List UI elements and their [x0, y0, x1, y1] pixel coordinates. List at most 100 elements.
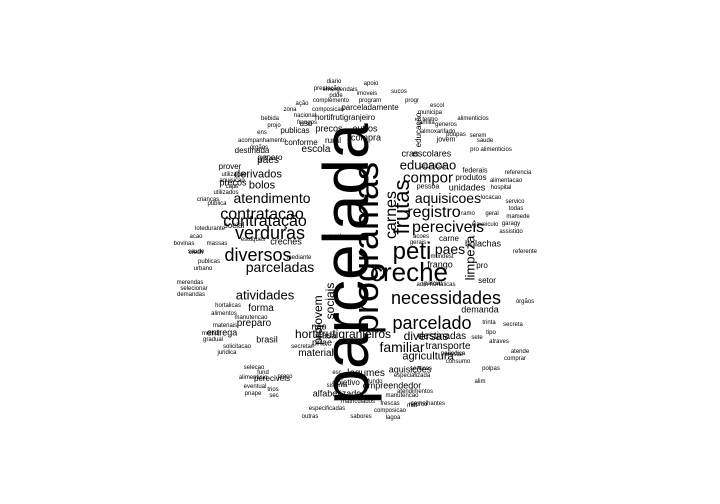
cloud-word: destinada — [234, 146, 270, 155]
cloud-word: todas — [508, 206, 524, 212]
cloud-word: secretar — [291, 344, 313, 350]
cloud-word: comprar — [503, 356, 527, 362]
cloud-word: almoxarifado — [420, 129, 456, 135]
cloud-word: lagoa — [385, 415, 401, 421]
cloud-word: alfabetizado — [312, 388, 362, 399]
cloud-word: conforme — [284, 138, 318, 147]
cloud-word: nao — [311, 321, 327, 332]
cloud-word: atendimentos — [396, 389, 434, 395]
cloud-word: compra — [350, 132, 382, 143]
cloud-word: entrega — [206, 327, 238, 338]
cloud-word: acompanhamento — [237, 138, 287, 144]
cloud-word: compor — [402, 169, 454, 187]
cloud-word: pdde — [329, 93, 343, 99]
cloud-word: órgãos — [515, 299, 535, 305]
cloud-word: crianças — [196, 197, 220, 203]
cloud-word: frango — [427, 259, 453, 270]
cloud-word: especificadas — [308, 406, 346, 412]
cloud-word: massas — [206, 241, 228, 247]
cloud-word: fund — [257, 370, 269, 376]
cloud-word: poupas — [446, 132, 466, 138]
cloud-word: aquisições — [388, 364, 432, 375]
cloud-word: especializada — [393, 373, 431, 379]
cloud-word: mamede — [506, 214, 530, 220]
cloud-word: sec — [269, 393, 279, 399]
cloud-word: precos — [315, 123, 343, 134]
cloud-word: alimenticio — [238, 375, 268, 381]
cloud-word: servicos — [409, 366, 433, 372]
cloud-word: objetivo — [332, 378, 360, 387]
cloud-word: sucos — [391, 89, 407, 95]
cloud-word: caps — [225, 184, 239, 190]
cloud-word: casa — [317, 330, 337, 341]
cloud-word: alimentos — [211, 311, 237, 317]
cloud-word: preparo — [236, 318, 272, 329]
cloud-word: sete — [471, 335, 483, 341]
cloud-word: lotedurante — [194, 226, 226, 232]
cloud-word: transporte — [425, 341, 471, 352]
cloud-word: ação — [295, 101, 309, 107]
cloud-word: matriculados — [340, 399, 376, 405]
cloud-word: servico — [505, 199, 525, 205]
cloud-word: prover — [218, 162, 242, 171]
cloud-word: genero — [257, 153, 283, 162]
cloud-word: hospital — [490, 185, 512, 191]
cloud-word: composicao — [373, 408, 407, 414]
cloud-word: federais — [462, 167, 488, 175]
cloud-word: jovem — [436, 136, 456, 144]
cloud-word: forma — [248, 303, 274, 314]
cloud-word: semelhantes — [410, 401, 446, 407]
cloud-word: adm hortalicas — [416, 282, 456, 288]
cloud-word: eventual — [243, 384, 267, 390]
cloud-word: parcelado — [392, 313, 472, 333]
cloud-word: publicas — [280, 126, 310, 135]
cloud-word: unidades — [448, 182, 486, 193]
cloud-word: sociais — [323, 282, 337, 320]
cloud-word: material — [298, 348, 334, 359]
cloud-word: frangos — [296, 120, 318, 126]
cloud-word: assistido — [499, 229, 523, 235]
cloud-word: imoveis — [356, 91, 378, 97]
cloud-word: bovinas — [173, 241, 195, 247]
cloud-word: sabores — [350, 414, 372, 420]
cloud-word: diario — [326, 79, 342, 85]
cloud-word: creches — [270, 236, 302, 247]
cloud-word: brasil — [256, 334, 278, 345]
cloud-word: saude — [187, 249, 205, 255]
cloud-word: familiar — [379, 339, 425, 355]
cloud-word: hortifrutigranjeiros — [294, 327, 392, 341]
cloud-word: sistema — [326, 383, 348, 389]
cloud-word: referente — [512, 249, 538, 255]
cloud-word: carnes — [383, 190, 400, 240]
cloud-word: pessoa — [416, 183, 440, 191]
cloud-word: demandas — [176, 292, 206, 298]
cloud-word: escolares — [412, 148, 452, 159]
cloud-word: atraves — [489, 339, 509, 345]
cloud-word: setor — [478, 276, 496, 285]
cloud-word: tipo — [486, 330, 496, 336]
cloud-word: cras — [401, 148, 419, 159]
cloud-word: utilizados — [213, 190, 239, 196]
cloud-word: mundest — [430, 254, 454, 260]
cloud-word: necessidades — [390, 288, 502, 308]
cloud-word: pnae — [311, 337, 333, 348]
cloud-word: alimenticios — [457, 116, 489, 122]
cloud-word: publica — [207, 201, 227, 207]
cloud-word: atividades — [235, 287, 295, 303]
cloud-word: aquisicoes — [414, 190, 482, 206]
cloud-word: parceladamente — [341, 103, 399, 112]
cloud-word: aquisição — [420, 164, 446, 170]
cloud-word: gerais — [409, 240, 427, 246]
cloud-word: progr — [404, 98, 420, 104]
cloud-word: contratacao — [220, 206, 304, 223]
cloud-word: manutencao — [234, 315, 268, 321]
cloud-word: social — [223, 221, 245, 230]
cloud-word: crech — [188, 250, 204, 256]
cloud-word: atende — [510, 349, 530, 355]
cloud-word: preco — [277, 374, 293, 380]
cloud-word: emergendais — [322, 87, 358, 93]
cloud-word: generos — [435, 122, 457, 128]
cloud-word: trinta — [482, 320, 496, 326]
cloud-word: complemento — [312, 98, 350, 104]
cloud-word: trios — [267, 387, 279, 393]
